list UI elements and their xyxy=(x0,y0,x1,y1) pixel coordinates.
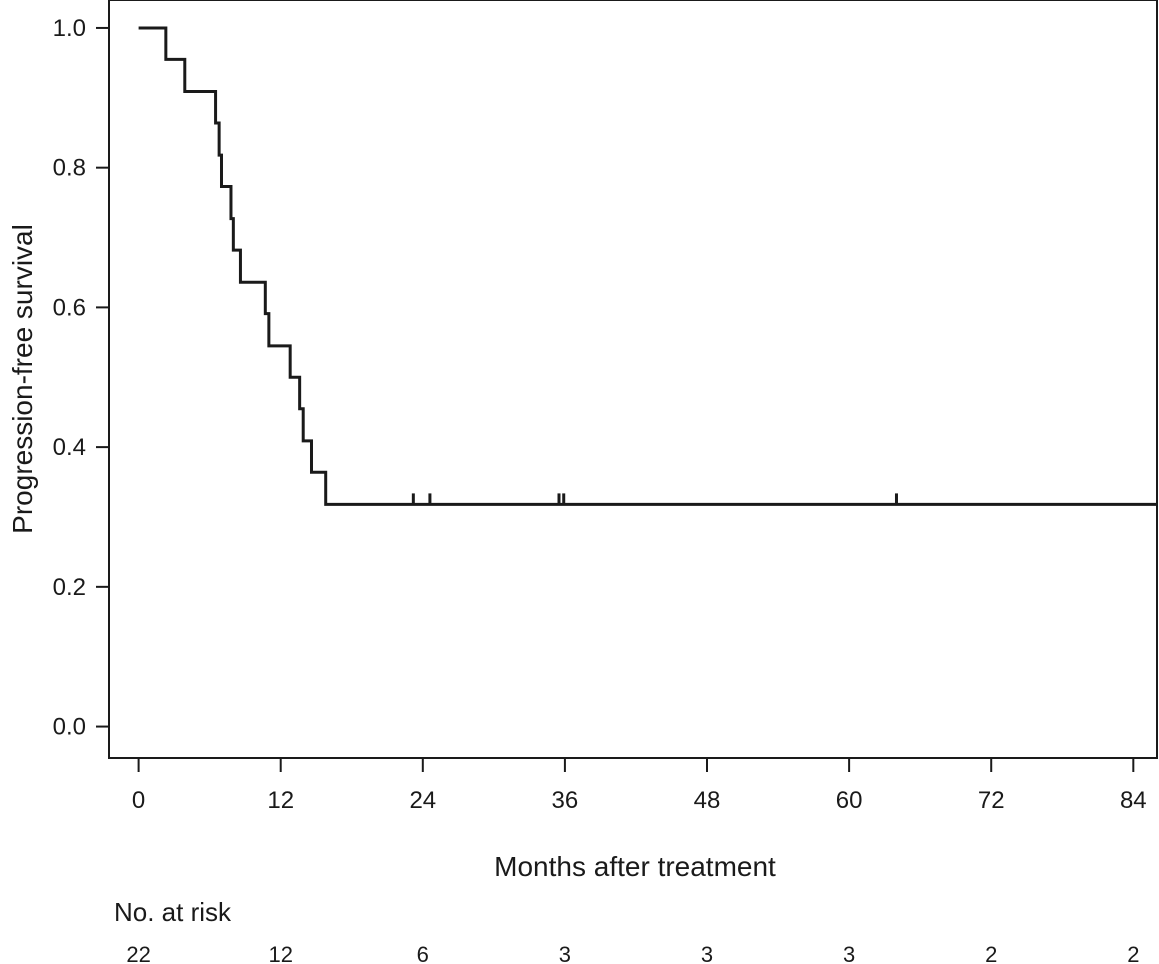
x-tick-label: 12 xyxy=(267,787,294,814)
risk-count: 3 xyxy=(559,942,571,964)
risk-table-row: 22 12 6 3 3 3 2 2 xyxy=(126,942,1139,964)
y-tick-label: 0.0 xyxy=(53,714,86,741)
x-tick-label: 72 xyxy=(978,787,1005,814)
y-tick-label: 1.0 xyxy=(53,15,86,42)
risk-count: 3 xyxy=(843,942,855,964)
risk-count: 12 xyxy=(268,942,292,964)
y-axis: 0.0 0.2 0.4 0.6 0.8 1.0 xyxy=(53,15,109,741)
x-tick-label: 60 xyxy=(836,787,863,814)
x-axis: 0 12 24 36 48 60 72 84 xyxy=(132,758,1147,814)
y-axis-title: Progression-free survival xyxy=(7,224,38,534)
x-axis-title: Months after treatment xyxy=(494,851,776,882)
risk-count: 6 xyxy=(417,942,429,964)
risk-table-title: No. at risk xyxy=(114,897,232,927)
plot-area-frame xyxy=(108,0,1158,759)
x-tick-label: 48 xyxy=(694,787,721,814)
survival-curve xyxy=(138,26,1157,506)
risk-count: 3 xyxy=(701,942,713,964)
y-tick-label: 0.8 xyxy=(53,155,86,182)
risk-count: 2 xyxy=(1127,942,1139,964)
y-tick-label: 0.2 xyxy=(53,574,86,601)
risk-count: 22 xyxy=(126,942,150,964)
x-tick-label: 0 xyxy=(132,787,145,814)
x-tick-label: 36 xyxy=(552,787,579,814)
y-tick-label: 0.4 xyxy=(53,434,86,461)
y-tick-label: 0.6 xyxy=(53,294,86,321)
x-tick-label: 24 xyxy=(409,787,436,814)
x-tick-label: 84 xyxy=(1120,787,1147,814)
survival-curve-layer xyxy=(138,26,1157,506)
risk-count: 2 xyxy=(985,942,997,964)
